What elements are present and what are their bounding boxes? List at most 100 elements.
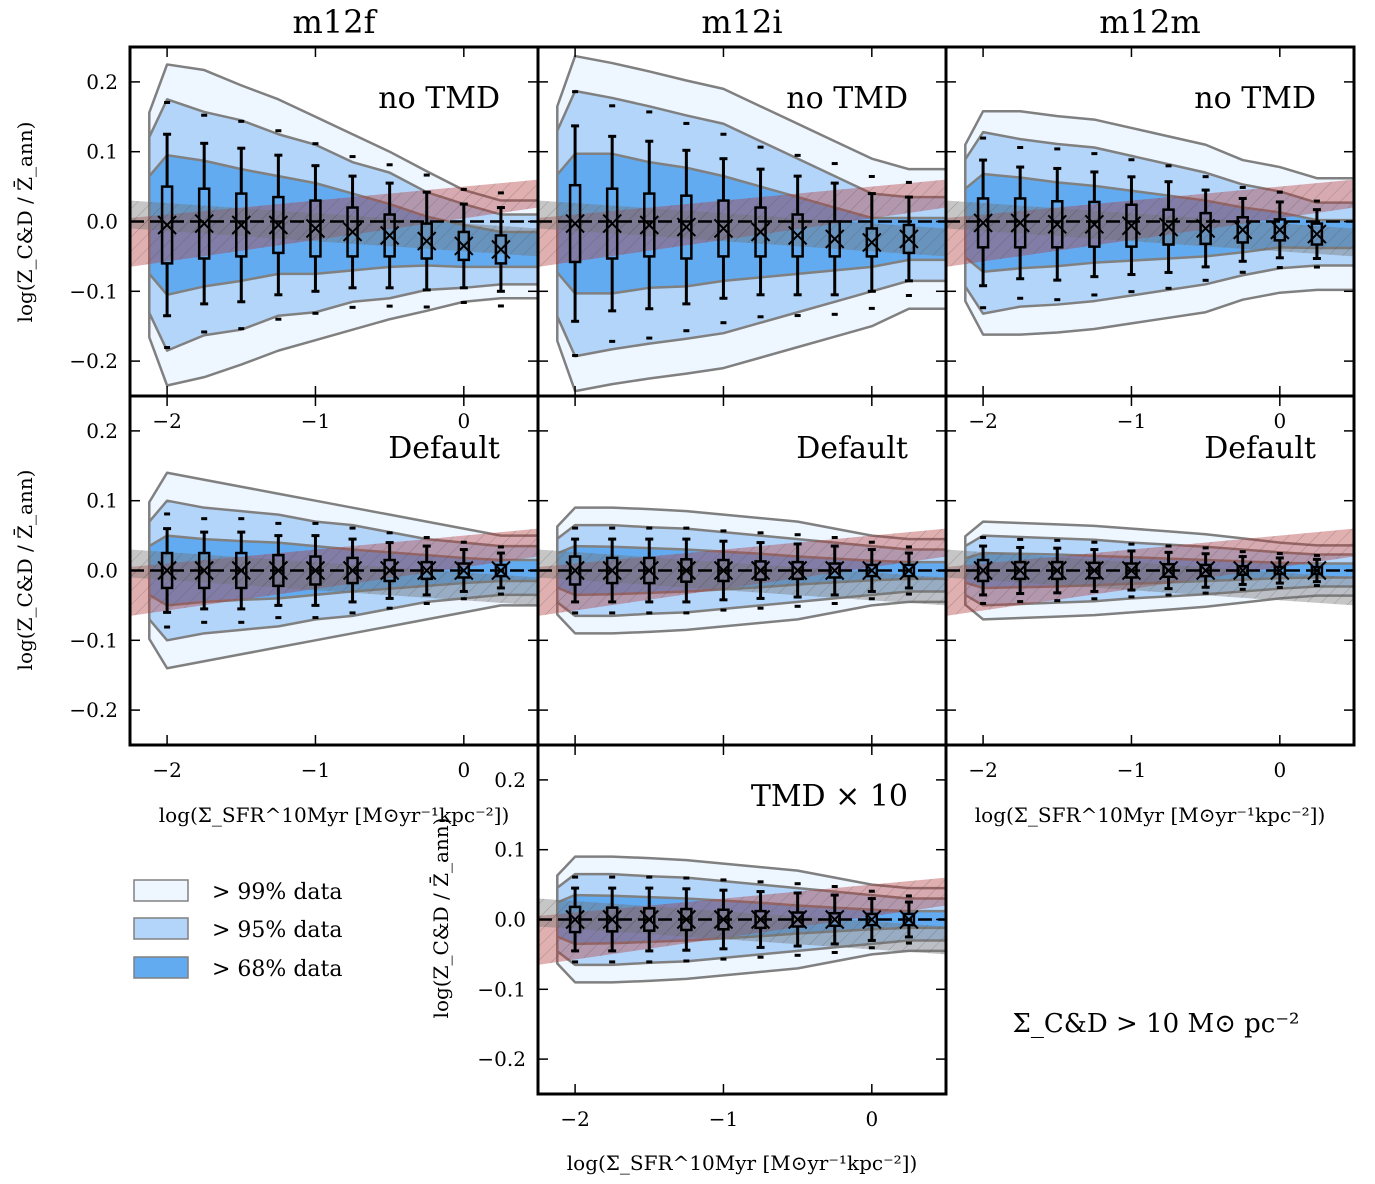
median-marker <box>379 225 400 246</box>
median-marker <box>1195 560 1216 581</box>
annotation-tmd-x10: TMD × 10 <box>751 779 908 814</box>
x-tick-label: −1 <box>709 1107 738 1131</box>
box <box>1199 211 1212 246</box>
median-marker <box>899 229 919 249</box>
median-marker <box>602 909 622 930</box>
x-tick-label: −2 <box>152 409 181 433</box>
box <box>717 199 730 258</box>
gray-band-hatch <box>538 549 946 606</box>
x-axis-label-m12f: log(Σ_SFR^10Myr [M⊙yr⁻¹kpc⁻²]) <box>159 803 510 827</box>
median-marker <box>825 229 845 249</box>
y-axis-label-row1: log(Z_C&D / Z̄_ann) <box>12 122 37 323</box>
box <box>457 230 471 262</box>
y-tick-label: 0.1 <box>86 489 118 513</box>
box <box>1088 200 1101 248</box>
box <box>643 192 656 258</box>
box <box>1310 222 1324 246</box>
panel <box>536 45 948 398</box>
annotation-default-m12f: Default <box>388 431 500 466</box>
box <box>902 223 916 255</box>
median-marker <box>862 232 882 253</box>
x-tick-label: −2 <box>968 409 997 433</box>
median-marker <box>787 225 808 246</box>
annotation-default-m12m: Default <box>1204 431 1316 466</box>
gray-band-hatch <box>946 549 1354 606</box>
median-marker <box>1084 214 1105 234</box>
x-tick-label: −1 <box>1117 758 1146 782</box>
y-tick-label: 0.0 <box>86 210 118 234</box>
annotation-default-m12i: Default <box>796 431 908 466</box>
legend-label-99: > 99% data <box>212 880 342 905</box>
median-marker <box>602 213 622 234</box>
median-marker <box>825 909 845 930</box>
box <box>346 206 359 258</box>
y-tick-label: −0.2 <box>69 349 118 373</box>
y-tick-label: −0.1 <box>69 279 118 303</box>
annotation-no-tmd-m12i: no TMD <box>786 81 908 116</box>
x-tick-label: −2 <box>560 1107 589 1131</box>
median-marker <box>1010 560 1030 581</box>
y-tick-label: −0.2 <box>477 1047 526 1071</box>
median-marker <box>565 909 585 930</box>
gray-band-hatch <box>946 200 1354 257</box>
y-tick-label: 0.2 <box>494 768 526 792</box>
y-tick-label: −0.1 <box>477 977 526 1001</box>
gray-band-hatch <box>538 898 946 955</box>
panel: 0.2 0.1 0.0 −0.1 −0.2 −2 −1 0 <box>69 45 540 433</box>
x-tick-label: 0 <box>1273 758 1286 782</box>
median-marker <box>1047 214 1067 234</box>
median-marker <box>1233 560 1253 581</box>
median-marker <box>973 213 993 233</box>
panel-content <box>130 63 538 387</box>
y-tick-label: 0.1 <box>494 838 526 862</box>
median-marker <box>417 560 437 581</box>
y-tick-label: 0.1 <box>86 140 118 164</box>
median-marker <box>1233 220 1253 240</box>
legend-swatch-99 <box>133 879 189 902</box>
box <box>420 222 433 260</box>
y-axis-label-row3: log(Z_C&D / Z̄_ann) <box>428 818 453 1019</box>
median-marker <box>491 239 511 260</box>
box <box>383 213 396 258</box>
median-marker <box>676 217 697 237</box>
panel-content <box>538 855 946 984</box>
panel: −2 −1 0 <box>944 394 1356 782</box>
box <box>309 199 322 258</box>
median-marker <box>825 560 845 581</box>
panel <box>536 394 948 747</box>
annotation-no-tmd-m12f: no TMD <box>378 81 500 116</box>
box <box>568 183 582 264</box>
y-axis-label-row2: log(Z_C&D / Z̄_ann) <box>12 470 37 671</box>
box <box>976 197 990 249</box>
box <box>272 195 285 255</box>
legend-swatch-95 <box>133 917 189 940</box>
y-tick-label: 0.2 <box>86 70 118 94</box>
median-marker <box>565 560 585 581</box>
median-marker <box>157 560 177 581</box>
median-marker <box>194 560 214 581</box>
median-marker <box>194 213 214 234</box>
box <box>865 227 879 258</box>
median-marker <box>602 560 622 581</box>
median-marker <box>268 215 289 235</box>
median-marker <box>750 222 771 242</box>
box <box>605 187 619 260</box>
legend: > 99% data > 95% data > 68% data <box>133 879 342 982</box>
y-tick-label: −0.2 <box>69 698 118 722</box>
median-marker <box>787 560 808 581</box>
median-marker <box>1307 224 1327 244</box>
panel-content <box>538 54 946 393</box>
box <box>754 206 767 258</box>
box <box>791 213 804 258</box>
box <box>1162 208 1175 246</box>
box <box>494 234 508 265</box>
median-marker <box>379 560 400 581</box>
x-tick-label: −2 <box>968 758 997 782</box>
condition-annotation: Σ_C&D > 10 M⊙ pc⁻² <box>1013 1009 1300 1039</box>
box <box>197 187 211 260</box>
median-marker <box>417 231 437 251</box>
panel: 0.2 0.1 0.0 −0.1 −0.2 −2 −1 0 <box>69 394 540 782</box>
panel-content <box>946 109 1354 336</box>
x-tick-label: 0 <box>865 1107 878 1131</box>
